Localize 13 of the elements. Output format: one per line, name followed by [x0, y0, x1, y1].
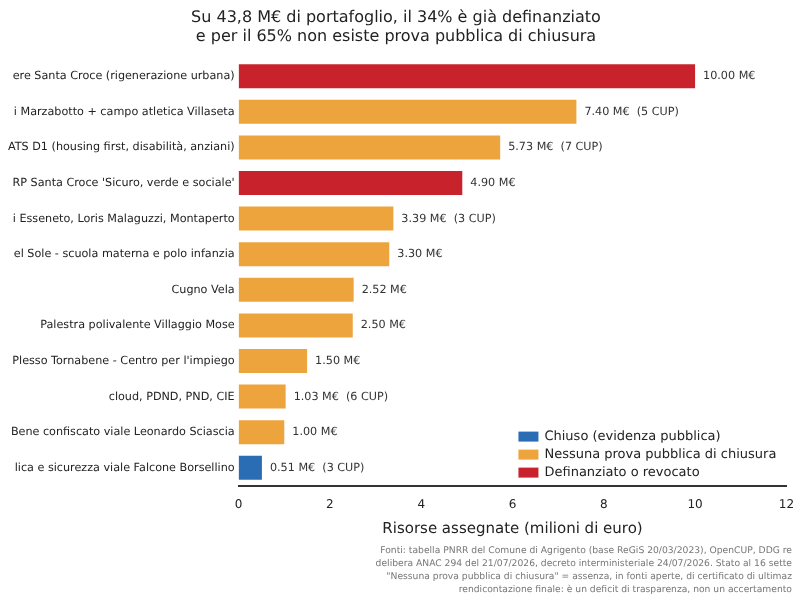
bar — [238, 242, 390, 267]
bar — [238, 170, 463, 196]
bar — [238, 277, 354, 302]
bar — [238, 420, 285, 445]
bar — [238, 99, 577, 124]
bar — [238, 455, 262, 480]
bar — [238, 348, 308, 374]
bar — [238, 64, 696, 89]
chart-title: Su 43,8 M€ di portafoglio, il 34% è già definanziato e per il 65% non esiste prova pubblica di chiusura — [191, 7, 602, 45]
bar — [238, 384, 286, 409]
bar — [238, 135, 501, 160]
bar — [238, 206, 394, 231]
bar — [238, 313, 353, 338]
